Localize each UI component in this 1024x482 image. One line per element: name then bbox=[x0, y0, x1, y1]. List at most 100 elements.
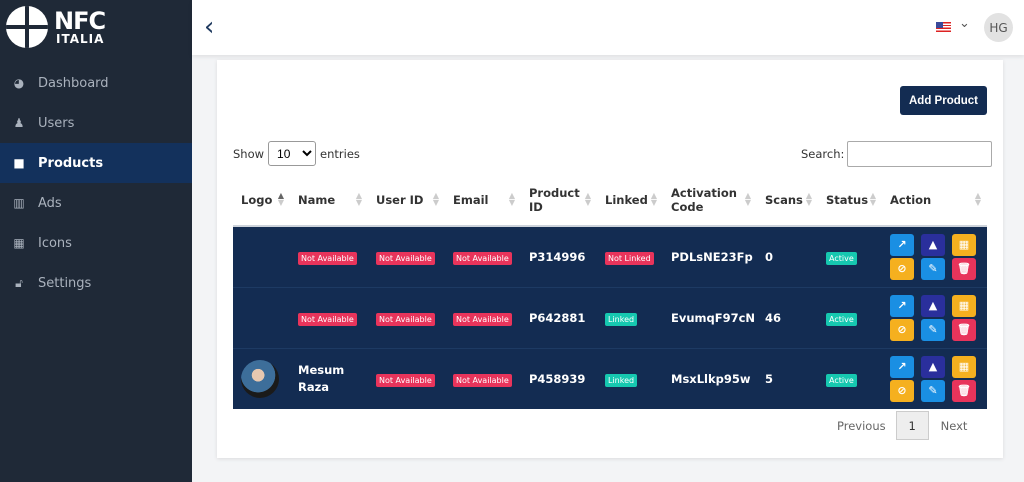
us-flag-icon[interactable] bbox=[936, 22, 951, 32]
column-header-label: Linked bbox=[605, 192, 648, 207]
sidebar-item-users[interactable]: ♟ Users bbox=[0, 103, 192, 143]
column-header[interactable]: Logo ▲ ▼ bbox=[233, 174, 290, 227]
column-header[interactable]: Product ID ▲ ▼ bbox=[521, 174, 597, 227]
sidebar-item-label: Settings bbox=[38, 275, 92, 291]
column-header-label: Logo bbox=[241, 192, 273, 207]
products-card: Add Product Show 10 entries Search: Logo… bbox=[217, 60, 1003, 458]
sidebar-item-label: Dashboard bbox=[38, 75, 109, 91]
scans-count: 0 bbox=[757, 225, 818, 287]
image-icon[interactable]: ▲ bbox=[921, 355, 945, 378]
building-icon: ▥ bbox=[13, 195, 25, 210]
brand-logo[interactable]: NFC ITALIA bbox=[6, 6, 106, 48]
user-avatar[interactable]: HG bbox=[984, 13, 1013, 42]
open-link-icon[interactable]: ↗ bbox=[890, 294, 914, 317]
qr-code-icon[interactable]: ▦ bbox=[952, 355, 976, 378]
product-id: P642881 bbox=[521, 286, 597, 348]
add-product-button[interactable]: Add Product bbox=[900, 86, 987, 115]
column-header-label: Name bbox=[298, 192, 336, 207]
user-id-badge: Not Available bbox=[376, 373, 435, 387]
page-size-select[interactable]: 10 bbox=[268, 141, 317, 166]
column-header[interactable]: Action ▲ ▼ bbox=[882, 174, 987, 227]
sidebar-item-icons[interactable]: ▦ Icons bbox=[0, 223, 192, 263]
column-header-label: Status bbox=[826, 192, 869, 207]
edit-pencil-icon[interactable]: ✎ bbox=[921, 318, 945, 341]
entries-label: entries bbox=[320, 146, 360, 161]
hide-eye-icon[interactable]: ⊘ bbox=[890, 257, 914, 280]
qr-icon: ▦ bbox=[13, 235, 25, 250]
column-header[interactable]: Status ▲ ▼ bbox=[818, 174, 882, 227]
page-size-control: Show 10 entries bbox=[233, 141, 360, 166]
sort-icon: ▲ ▼ bbox=[744, 191, 751, 207]
sidebar-item-label: Products bbox=[38, 155, 104, 171]
delete-trash-icon[interactable]: 🗑︎ bbox=[952, 379, 976, 402]
chevron-down-icon[interactable]: ⌄ bbox=[959, 16, 970, 31]
image-icon[interactable]: ▲ bbox=[921, 233, 945, 256]
brand-name: NFC bbox=[54, 7, 106, 35]
pagination: Previous 1 Next bbox=[837, 411, 967, 440]
open-link-icon[interactable]: ↗ bbox=[890, 233, 914, 256]
product-id: P314996 bbox=[521, 225, 597, 287]
delete-trash-icon[interactable]: 🗑︎ bbox=[952, 318, 976, 341]
name-badge: Not Available bbox=[298, 312, 357, 326]
image-icon[interactable]: ▲ bbox=[921, 294, 945, 317]
email-badge: Not Available bbox=[453, 312, 512, 326]
hide-eye-icon[interactable]: ⊘ bbox=[890, 318, 914, 341]
activation-code: MsxLlkp95w bbox=[663, 347, 757, 409]
sort-icon: ▲ ▼ bbox=[432, 191, 439, 207]
column-header[interactable]: User ID ▲ ▼ bbox=[368, 174, 445, 227]
table-row: Not Available Not Available Not Availabl… bbox=[233, 286, 987, 348]
column-header-label: Email bbox=[453, 192, 489, 207]
qr-code-icon[interactable]: ▦ bbox=[952, 294, 976, 317]
column-header-label: Activation Code bbox=[671, 185, 737, 214]
sidebar-item-ads[interactable]: ▥ Ads bbox=[0, 183, 192, 223]
email-badge: Not Available bbox=[453, 373, 512, 387]
edit-pencil-icon[interactable]: ✎ bbox=[921, 257, 945, 280]
page-1-button[interactable]: 1 bbox=[895, 411, 929, 440]
sidebar-item-dashboard[interactable]: ◕ Dashboard bbox=[0, 63, 192, 103]
products-table: Logo ▲ ▼ Name ▲ ▼ User ID ▲ ▼ Email ▲ ▼ Product ID ▲ ▼… bbox=[233, 174, 987, 409]
sort-icon: ▲ ▼ bbox=[584, 191, 591, 207]
search-input[interactable] bbox=[847, 141, 993, 167]
scans-count: 5 bbox=[757, 347, 818, 409]
box-icon: ■ bbox=[13, 155, 25, 170]
sidebar-item-label: Icons bbox=[38, 235, 72, 251]
hide-eye-icon[interactable]: ⊘ bbox=[890, 379, 914, 402]
column-header[interactable]: Linked ▲ ▼ bbox=[597, 174, 663, 227]
search-label: Search: bbox=[801, 147, 845, 161]
user-id-badge: Not Available bbox=[376, 312, 435, 326]
name-badge: Not Available bbox=[298, 251, 357, 265]
nfc-logo-icon bbox=[6, 6, 48, 48]
column-header[interactable]: Scans ▲ ▼ bbox=[757, 174, 818, 227]
column-header[interactable]: Activation Code ▲ ▼ bbox=[663, 174, 757, 227]
dashboard-icon: ◕ bbox=[13, 75, 25, 90]
sort-icon: ▲ ▼ bbox=[277, 191, 284, 207]
edit-pencil-icon[interactable]: ✎ bbox=[921, 379, 945, 402]
status-badge: Active bbox=[826, 251, 857, 265]
column-header[interactable]: Name ▲ ▼ bbox=[290, 174, 368, 227]
column-header-label: Action bbox=[890, 192, 932, 207]
back-chevron-icon[interactable]: ‹ bbox=[204, 12, 215, 42]
qr-code-icon[interactable]: ▦ bbox=[952, 233, 976, 256]
status-badge: Active bbox=[826, 312, 857, 326]
scans-count: 46 bbox=[757, 286, 818, 348]
column-header[interactable]: Email ▲ ▼ bbox=[445, 174, 521, 227]
sidebar-item-products[interactable]: ■ Products bbox=[0, 143, 192, 183]
lock-icon: 🔓︎ bbox=[15, 275, 23, 290]
linked-badge: Not Linked bbox=[605, 251, 654, 265]
sort-icon: ▲ ▼ bbox=[805, 191, 812, 207]
sort-icon: ▲ ▼ bbox=[869, 191, 876, 207]
sidebar-item-settings[interactable]: 🔓︎ Settings bbox=[0, 263, 192, 303]
previous-button[interactable]: Previous bbox=[837, 418, 886, 433]
next-button[interactable]: Next bbox=[940, 418, 968, 433]
delete-trash-icon[interactable]: 🗑︎ bbox=[952, 257, 976, 280]
sort-icon: ▲ ▼ bbox=[508, 191, 515, 207]
search-control: Search: bbox=[801, 141, 993, 167]
activation-code: PDLsNE23Fp bbox=[663, 225, 757, 287]
activation-code: EvumqF97cN bbox=[663, 286, 757, 348]
product-id: P458939 bbox=[521, 347, 597, 409]
show-label: Show bbox=[233, 146, 265, 161]
status-badge: Active bbox=[826, 373, 857, 387]
linked-badge: Linked bbox=[605, 312, 638, 326]
sort-icon: ▲ ▼ bbox=[974, 191, 981, 207]
open-link-icon[interactable]: ↗ bbox=[890, 355, 914, 378]
